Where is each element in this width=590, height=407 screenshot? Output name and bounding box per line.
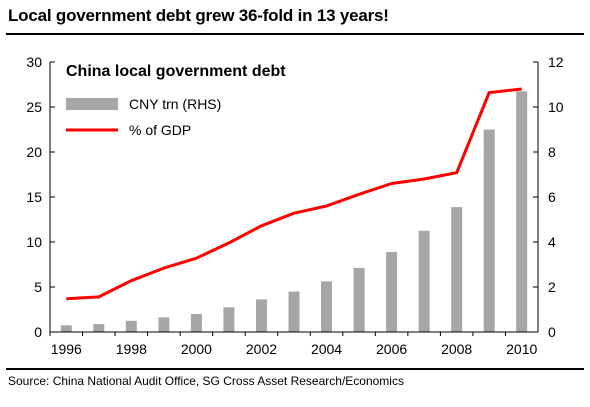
- bar-2007: [418, 230, 430, 333]
- bar-2008: [451, 207, 463, 332]
- legend: China local government debt CNY trn (RHS…: [66, 63, 286, 138]
- left-tick-label: 20: [26, 144, 42, 160]
- right-tick-label: 8: [548, 144, 556, 160]
- gdp-share-line: [66, 87, 522, 301]
- chart-title: China local government debt: [66, 63, 286, 80]
- left-tick-label: 30: [26, 54, 42, 70]
- right-tick-label: 10: [548, 99, 564, 115]
- left-tick-label: 0: [34, 324, 42, 340]
- bar-1999: [158, 317, 170, 332]
- x-tick-label: 2000: [181, 341, 212, 357]
- bar-2002: [256, 299, 267, 332]
- right-tick-label: 6: [548, 189, 556, 205]
- left-tick-label: 5: [34, 279, 42, 295]
- line-layer: [66, 87, 522, 301]
- bar-2005: [353, 267, 365, 332]
- bar-2004: [321, 281, 332, 332]
- bar-1998: [125, 320, 137, 333]
- legend-label-line: % of GDP: [129, 122, 191, 138]
- bar-2000: [190, 314, 202, 332]
- right-tick-label: 0: [548, 324, 556, 340]
- chart: 0 5 10 15 20 25 30 0 2 4 6 8 10 12 1996 1998 2000 2002 200…: [26, 54, 563, 357]
- bar-2003: [288, 291, 300, 332]
- bar-1996: [60, 325, 72, 333]
- right-tick-label: 2: [548, 279, 556, 295]
- x-tick-label: 2008: [441, 341, 472, 357]
- legend-label-bars: CNY trn (RHS): [129, 96, 221, 112]
- legend-swatch-bars: [66, 98, 118, 110]
- source-note: Source: China National Audit Office, SG …: [8, 374, 404, 388]
- bar-2006: [386, 252, 398, 332]
- left-tick-label: 10: [26, 234, 42, 250]
- x-tick-label: 2010: [506, 341, 537, 357]
- right-tick-label: 4: [548, 234, 556, 250]
- left-tick-label: 25: [26, 99, 42, 115]
- x-tick-label: 2002: [246, 341, 277, 357]
- bars-layer: [60, 91, 528, 333]
- x-tick-label: 2004: [311, 341, 342, 357]
- bar-2009: [483, 129, 495, 332]
- x-tick-label: 1996: [51, 341, 82, 357]
- left-tick-label: 15: [26, 189, 42, 205]
- x-tick-label: 1998: [116, 341, 147, 357]
- headline: Local government debt grew 36-fold in 13…: [8, 6, 389, 25]
- bottom-rule: [6, 368, 584, 370]
- axes-layer: 0 5 10 15 20 25 30 0 2 4 6 8 10 12 1996 1998 2000 2002 200…: [26, 54, 563, 357]
- bar-2010: [516, 91, 528, 332]
- bar-2001: [223, 307, 235, 333]
- right-tick-label: 12: [548, 54, 564, 70]
- top-rule: [6, 33, 584, 35]
- bar-1997: [93, 324, 105, 332]
- x-tick-label: 2006: [376, 341, 407, 357]
